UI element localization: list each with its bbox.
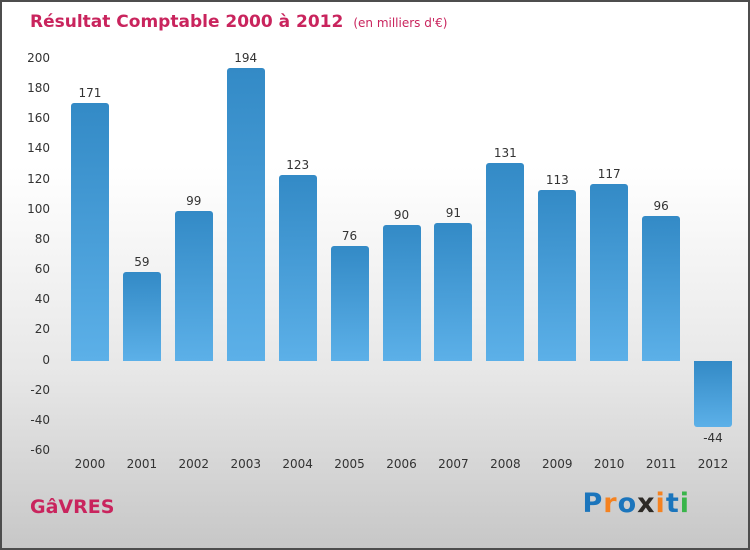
y-tick-label: 140 — [27, 141, 50, 156]
y-tick-label: 60 — [34, 262, 50, 277]
bar — [590, 184, 629, 361]
bar — [174, 211, 213, 361]
bar-value-label: 113 — [545, 173, 569, 188]
x-tick-label: 2006 — [386, 457, 417, 471]
x-tick-label: 2012 — [697, 457, 729, 471]
bar — [70, 102, 109, 361]
bar — [538, 190, 577, 361]
bar — [642, 215, 681, 361]
logo-letter: x — [637, 488, 656, 519]
y-tick-label: 180 — [27, 81, 50, 96]
bar-value-label: 59 — [134, 254, 150, 269]
bar — [226, 68, 265, 361]
logo-letter: i — [655, 488, 666, 519]
bar-value-label: -44 — [703, 430, 723, 445]
bar-value-label: 171 — [78, 85, 102, 100]
bar-value-label: 123 — [286, 158, 310, 173]
chart-header: Résultat Comptable 2000 à 2012 (en millie… — [30, 12, 447, 32]
bar-value-label: 91 — [445, 206, 462, 221]
x-tick-label: 2009 — [541, 457, 573, 471]
bar — [694, 360, 733, 427]
logo-letter: o — [617, 488, 638, 519]
bar-value-label: 117 — [597, 167, 621, 182]
chart-subtitle: (en milliers d'€) — [353, 16, 448, 30]
x-tick-label: 2002 — [178, 457, 210, 471]
x-tick-label: 2001 — [126, 457, 158, 471]
logo-letter: t — [665, 488, 680, 519]
bar-value-label: 96 — [653, 198, 669, 213]
chart-title: Résultat Comptable 2000 à 2012 — [30, 12, 344, 32]
y-tick-label: 40 — [34, 292, 50, 307]
y-tick-label: 200 — [27, 51, 50, 65]
bar-value-label: 99 — [186, 194, 202, 209]
proxiti-logo: Proxiti — [582, 488, 690, 519]
y-tick-label: 100 — [27, 201, 50, 216]
logo-letter: r — [603, 488, 618, 519]
bar — [486, 163, 525, 361]
bar — [434, 223, 473, 361]
bar-value-label: 194 — [234, 51, 258, 66]
y-tick-label: 120 — [27, 171, 50, 186]
x-tick-label: 2007 — [438, 457, 469, 471]
y-tick-label: 0 — [42, 352, 50, 367]
y-tick-label: 20 — [34, 322, 50, 337]
x-tick-label: 2011 — [645, 457, 677, 471]
x-tick-label: 2005 — [334, 457, 365, 471]
bar-value-label: 131 — [493, 146, 517, 161]
org-name: GâVRES — [30, 496, 115, 518]
y-tick-label: 160 — [27, 111, 50, 126]
y-tick-label: 80 — [34, 231, 50, 246]
bar — [382, 224, 421, 361]
bar — [122, 271, 161, 361]
logo-letter: P — [582, 488, 604, 519]
x-tick-label: 2000 — [74, 457, 106, 471]
bar-value-label: 76 — [341, 228, 358, 243]
x-tick-label: 2010 — [593, 457, 625, 471]
bar — [278, 175, 317, 361]
y-tick-label: -20 — [30, 382, 50, 397]
x-tick-label: 2008 — [490, 457, 521, 471]
x-tick-label: 2003 — [230, 457, 261, 471]
logo-letter: i — [679, 488, 690, 519]
bar-value-label: 90 — [393, 207, 410, 222]
y-tick-label: -40 — [30, 412, 50, 427]
x-tick-label: 2004 — [282, 457, 313, 471]
y-tick-label: -60 — [30, 443, 50, 457]
bar — [330, 245, 369, 361]
